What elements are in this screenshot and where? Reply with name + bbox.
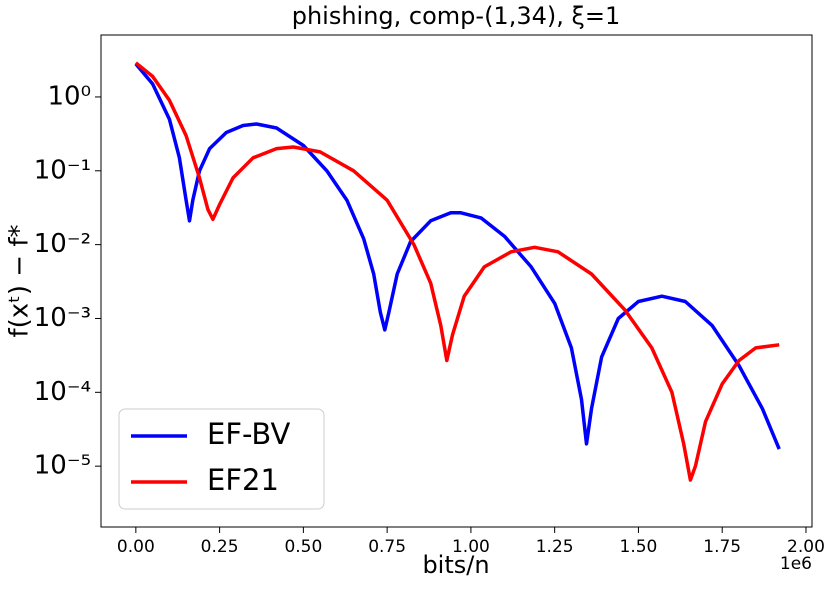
x-tick-label: 0.75 [368,537,406,557]
y-tick-label: 10⁰ [47,81,91,111]
y-tick-label: 10⁻³ [34,303,91,333]
legend-box [118,408,325,510]
y-tick-label: 10⁻⁴ [34,377,91,407]
x-axis-label: bits/n [422,551,489,579]
x-tick-label: 1.75 [703,537,741,557]
x-tick-label: 0.00 [117,537,155,557]
x-tick-label: 1.00 [452,537,490,557]
x-tick-label: 0.25 [201,537,239,557]
x-tick-label: 1.50 [620,537,658,557]
data-line [134,61,780,482]
plot-frame [100,34,813,528]
y-axis-label: f(xᵗ) − f* [5,225,35,338]
chart-title: phishing, comp-(1,34), ξ=1 [292,2,621,30]
x-tick-label: 1.25 [536,537,574,557]
x-tick-label: 0.50 [284,537,322,557]
legend-label: EF-BV [207,417,290,451]
legend-label: EF21 [207,463,279,497]
y-tick-label: 10⁻¹ [34,155,91,185]
x-offset-label: 1e6 [780,554,812,574]
data-line [134,62,781,450]
y-tick-label: 10⁻⁵ [34,451,91,481]
x-tick-label: 2.00 [787,537,825,557]
y-tick-label: 10⁻² [34,229,91,259]
